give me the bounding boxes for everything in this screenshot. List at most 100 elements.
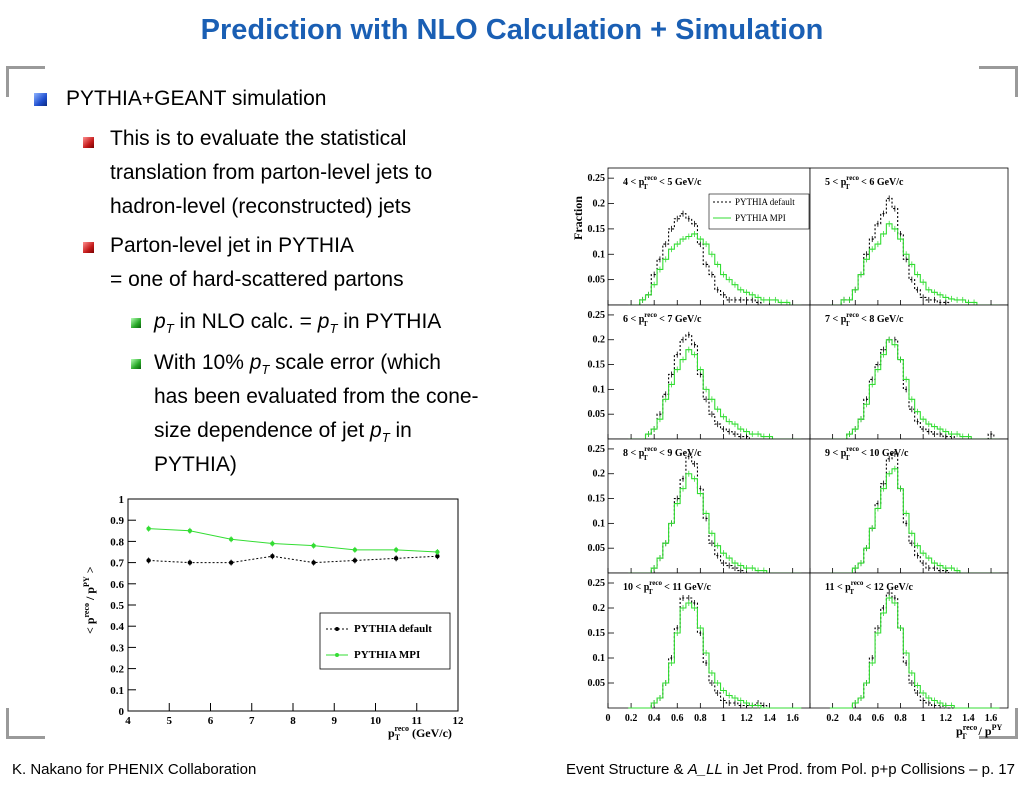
hist-y-tick-label: 0.05: [588, 678, 606, 689]
ratio-x-tick-label: 7: [249, 715, 255, 727]
ratio-x-tick-label: 8: [290, 715, 296, 727]
ratio-y-tick-label: 0: [119, 706, 125, 718]
hist-x-tick-label: 0.8: [894, 713, 907, 724]
hist-series-mpi: [628, 233, 802, 306]
hist-x-tick-label: 0: [606, 713, 611, 724]
ratio-y-tick-label: 1: [119, 494, 125, 506]
ratio-y-tick-label: 0.4: [110, 621, 124, 633]
hist-y-axis-label: Fraction: [571, 196, 585, 240]
hist-y-tick-label: 0.15: [588, 628, 606, 639]
hist-x-tick-label: 1.6: [985, 713, 998, 724]
hist-panel-frame: [809, 167, 1009, 306]
histogram-grid-chart: 0.05 0.1 0.15 0.2 0.25 4 < preco T < 5 GeV/c 5 …: [571, 167, 1009, 741]
hist-panel-label: 10 < preco T < 11 GeV/c: [623, 579, 712, 596]
hist-series-mpi: [829, 223, 1000, 306]
bullet-level3-icon: [131, 318, 141, 328]
hist-y-tick-label: 0.05: [588, 409, 606, 420]
hist-x-tick-label: 0.2: [826, 713, 839, 724]
bullet-scale-line2: has been evaluated from the cone-: [154, 385, 479, 408]
bullet-level3-icon: [131, 359, 141, 369]
hist-x-tick-label: 0.2: [625, 713, 638, 724]
ratio-x-tick-label: 6: [208, 715, 214, 727]
hist-y-tick-label: 0.1: [593, 384, 606, 395]
hist-y-tick-label: 0.2: [593, 469, 606, 480]
hist-y-tick-label: 0.15: [588, 494, 606, 505]
hist-x-tick-label: 1: [921, 713, 926, 724]
ratio-legend: PYTHIA default PYTHIA MPI: [319, 612, 451, 670]
hist-x-tick-label: 0.4: [849, 713, 862, 724]
hist-legend: PYTHIA default PYTHIA MPI: [708, 193, 810, 230]
hist-panel-frame: [809, 304, 1009, 440]
hist-y-tick-label: 0.05: [588, 275, 606, 286]
hist-series-mpi: [628, 602, 802, 709]
hist-x-tick-label: 0.6: [872, 713, 885, 724]
ratio-y-tick-label: 0.7: [110, 558, 124, 570]
frame-corner-top-right: [979, 66, 1018, 97]
hist-panel-label: 7 < preco T < 8 GeV/c: [825, 311, 904, 328]
ratio-x-tick-label: 12: [453, 715, 465, 727]
hist-y-tick-label: 0.2: [593, 335, 606, 346]
bullet-evaluate-line1: This is to evaluate the statistical: [110, 127, 407, 150]
ratio-plot-frame: [127, 498, 459, 712]
bullet-level2-icon: [83, 242, 94, 253]
ratio-x-tick-label: 11: [412, 715, 422, 727]
bullet-scale-line1: With 10% pT scale error (which: [154, 351, 441, 378]
ratio-y-tick-label: 0.5: [110, 600, 124, 612]
hist-y-tick-label: 0.15: [588, 360, 606, 371]
ratio-y-tick-label: 0.3: [110, 642, 124, 654]
footer-talk-title: Event Structure & A_LL in Jet Prod. from…: [565, 761, 1015, 778]
slide-title: Prediction with NLO Calculation + Simula…: [200, 14, 824, 46]
hist-y-tick-label: 0.1: [593, 653, 606, 664]
hist-y-tick-label: 0.25: [588, 310, 606, 321]
legend-label-default: PYTHIA default: [354, 623, 432, 635]
hist-series-mpi: [829, 468, 1000, 574]
hist-y-tick-label: 0.25: [588, 444, 606, 455]
hist-y-tick-label: 0.05: [588, 543, 606, 554]
legend-label-mpi: PYTHIA MPI: [354, 649, 420, 661]
hist-panel-label: 8 < preco T < 9 GeV/c: [623, 445, 702, 462]
hist-x-tick-label: 1.2: [940, 713, 953, 724]
hist-series-mpi: [628, 473, 802, 574]
hist-panel-frame: [809, 572, 1009, 709]
hist-x-tick-label: 1.4: [763, 713, 776, 724]
hist-y-tick-label: 0.15: [588, 224, 606, 235]
hist-panel-frame: [607, 438, 811, 574]
bullet-level1-icon: [34, 93, 47, 106]
bullet-scale-line4: PYTHIA): [154, 453, 237, 476]
ratio-y-tick-label: 0.8: [110, 536, 124, 548]
footer-author: K. Nakano for PHENIX Collaboration: [12, 761, 257, 778]
frame-corner-bottom-left: [6, 708, 45, 739]
hist-y-tick-label: 0.1: [593, 249, 606, 260]
hist-panel-label: 5 < preco T < 6 GeV/c: [825, 174, 904, 191]
ratio-series-line-default: [148, 555, 438, 564]
hist-x-axis-label: preco T / pPY: [956, 723, 1002, 741]
hist-legend-box: [708, 193, 810, 230]
ratio-y-tick-label: 0.2: [110, 664, 124, 676]
ratio-chart: 0 0.1 0.2 0.3 0.4 0.5 0.6 0.7 0.8 0.9 1 4 5 6 7 8 9 10 11 1…: [82, 494, 465, 742]
ratio-y-tick-label: 0.9: [110, 515, 124, 527]
hist-panel-label: 6 < preco T < 7 GeV/c: [623, 311, 702, 328]
bullet-pt-nlo: pT in NLO calc. = pT in PYTHIA: [154, 310, 442, 337]
hist-x-tick-label: 0.8: [694, 713, 707, 724]
bullet-parton-line1: Parton-level jet in PYTHIA: [110, 234, 354, 257]
bullet-evaluate-line3: hadron-level (reconstructed) jets: [110, 195, 412, 218]
hist-y-tick-label: 0.2: [593, 603, 606, 614]
hist-x-tick-label: 1: [721, 713, 726, 724]
legend-marker-default: [335, 627, 339, 631]
ratio-x-axis-label: pTreco (GeV/c): [388, 724, 452, 742]
hist-panel-frame: [607, 167, 811, 306]
hist-x-tick-label: 1.4: [962, 713, 975, 724]
ratio-y-tick-label: 0.6: [110, 579, 124, 591]
bullet-parton-line2: = one of hard-scattered partons: [110, 268, 404, 291]
ratio-x-tick-label: 5: [167, 715, 173, 727]
bullet-pythia-geant: PYTHIA+GEANT simulation: [66, 87, 327, 110]
ratio-x-tick-label: 9: [332, 715, 338, 727]
ratio-y-axis-label: < preco / pPY >: [82, 566, 97, 634]
ratio-x-tick-label: 10: [370, 715, 382, 727]
hist-x-tick-label: 1.2: [740, 713, 753, 724]
hist-x-tick-label: 1.6: [786, 713, 799, 724]
hist-y-tick-label: 0.25: [588, 173, 606, 184]
hist-x-tick-label: 0.4: [648, 713, 661, 724]
hist-panel-frame: [607, 572, 811, 709]
hist-panel-frame: [607, 304, 811, 440]
